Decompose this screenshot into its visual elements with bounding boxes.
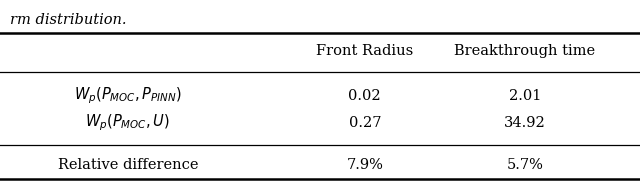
Text: 0.27: 0.27	[349, 116, 381, 130]
Text: 7.9%: 7.9%	[346, 158, 383, 172]
Text: Breakthrough time: Breakthrough time	[454, 44, 595, 58]
Text: $W_p(P_{MOC},U)$: $W_p(P_{MOC},U)$	[86, 113, 170, 133]
Text: 2.01: 2.01	[509, 89, 541, 103]
Text: 0.02: 0.02	[349, 89, 381, 103]
Text: rm distribution.: rm distribution.	[10, 13, 126, 27]
Text: 34.92: 34.92	[504, 116, 546, 130]
Text: Front Radius: Front Radius	[316, 44, 413, 58]
Text: Relative difference: Relative difference	[58, 158, 198, 172]
Text: $W_p(P_{MOC},P_{PINN})$: $W_p(P_{MOC},P_{PINN})$	[74, 86, 182, 106]
Text: 5.7%: 5.7%	[506, 158, 543, 172]
